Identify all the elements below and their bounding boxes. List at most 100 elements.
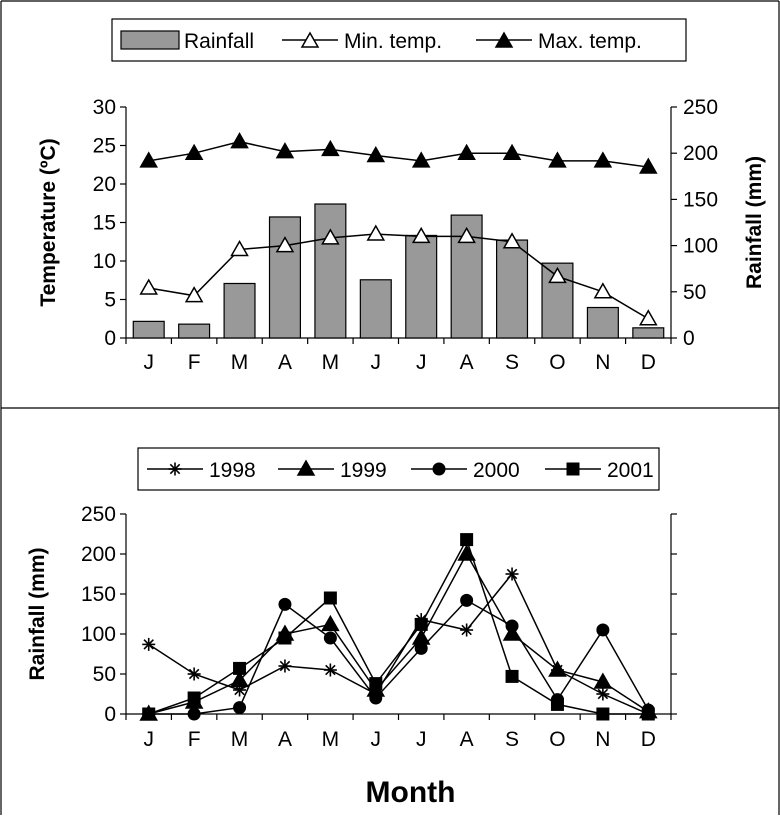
series-2001-point	[596, 707, 610, 721]
y-tick-label: 0	[104, 327, 116, 350]
y-tick-label: 20	[93, 173, 116, 196]
x-tick-label: A	[278, 351, 292, 374]
max-temp-line	[148, 140, 649, 168]
series-2001-point	[641, 707, 655, 721]
y-tick-label: 15	[93, 212, 116, 235]
legend-series-2000-label: 2000	[473, 459, 520, 482]
rainfall-bar	[496, 239, 529, 339]
legend-box	[137, 447, 660, 491]
x-tick-label: J	[416, 351, 427, 374]
x-tick-label: N	[595, 351, 610, 374]
legend-min-label: Min. temp.	[344, 30, 442, 53]
x-tick-label: J	[371, 728, 382, 751]
max-temp-point	[502, 143, 522, 160]
x-tick-label: A	[460, 351, 474, 374]
series-2001-point	[323, 591, 337, 605]
y-tick-label: 100	[81, 623, 116, 646]
legend-series-2001-marker	[566, 462, 580, 476]
series-1998-point	[142, 637, 156, 651]
max-temp-point	[638, 157, 658, 174]
rainfall-bar	[314, 203, 347, 339]
max-temp-point	[230, 132, 249, 149]
series-1998-point	[596, 687, 610, 701]
min-temp-point	[548, 266, 567, 284]
series-2000-point	[414, 641, 428, 655]
max-temp-point	[184, 143, 204, 160]
x-tick-label: M	[231, 351, 249, 374]
series-1998-point	[187, 667, 201, 681]
x-tick-label: M	[231, 728, 249, 751]
series-2001-point	[187, 691, 201, 705]
x-axis-title: Month	[366, 776, 456, 809]
y2-tick-label: 200	[683, 142, 718, 165]
y-tick-label: 0	[104, 703, 116, 726]
legend-series-1998-label: 1998	[209, 459, 256, 482]
min-temp-point	[593, 282, 613, 299]
min-temp-point	[184, 286, 204, 303]
series-2001-line	[148, 537, 649, 715]
y2-tick-label: 100	[683, 235, 718, 258]
legend-rainfall-swatch	[120, 30, 180, 50]
series-1999-line	[148, 552, 649, 715]
y2-tick-label: 50	[683, 281, 706, 304]
bottom-chart: 0 50 100 150 200 250 J F M A M J J A S O N D Rainfall (mm)…	[26, 447, 677, 809]
min-temp-line	[148, 233, 649, 320]
series-1999-point	[230, 670, 249, 688]
x-tick-label: J	[143, 351, 154, 374]
x-tick-label: O	[549, 351, 565, 374]
series-2000-point	[505, 619, 519, 633]
y2-tick-label: 150	[683, 188, 718, 211]
y-tick-label: 25	[93, 135, 116, 158]
x-tick-label: A	[278, 728, 292, 751]
legend-max-label: Max. temp.	[538, 30, 642, 53]
y-tick-label: 200	[81, 543, 116, 566]
y-tick-label: 250	[81, 503, 116, 526]
y-tick-label: 5	[104, 289, 116, 312]
max-temp-point	[275, 142, 295, 159]
legend-series-1998-marker	[168, 462, 182, 476]
series-1998-point	[460, 623, 474, 637]
y2-axis-title: Rainfall (mm)	[743, 156, 766, 289]
x-tick-label: N	[595, 728, 610, 751]
max-temp-point	[366, 145, 386, 163]
legend-series-1999-marker	[296, 459, 316, 476]
legend-box	[111, 18, 687, 62]
x-tick-label: D	[641, 728, 656, 751]
y-axis-title: Temperature (ºC)	[37, 138, 60, 306]
rainfall-bar	[178, 323, 211, 339]
series-2001-point	[233, 661, 247, 675]
series-2000-point	[278, 597, 292, 611]
min-temp-point	[638, 309, 658, 326]
rainfall-bar	[450, 214, 483, 339]
y2-tick-label: 250	[683, 96, 718, 119]
series-1999-point	[548, 660, 567, 677]
x-tick-label: F	[188, 351, 201, 374]
series-1998-point	[505, 567, 519, 581]
max-temp-point	[321, 139, 340, 157]
rainfall-bar	[132, 320, 165, 339]
min-temp-point	[457, 226, 476, 244]
series-2000-point	[460, 593, 474, 607]
max-temp-point	[139, 151, 159, 168]
min-temp-point	[139, 278, 159, 295]
max-temp-point	[411, 151, 431, 168]
series-2000-point	[323, 631, 337, 645]
series-2001-point	[142, 707, 156, 721]
y2-tick-label: 0	[683, 327, 695, 350]
x-tick-label: J	[143, 728, 154, 751]
legend-min-marker	[300, 31, 320, 48]
series-2000-point	[233, 701, 247, 715]
x-tick-label: S	[505, 351, 519, 374]
legend-series-1999-label: 1999	[340, 459, 387, 482]
series-2001-point	[369, 677, 383, 691]
series-2001-point	[460, 533, 474, 547]
rainfall-bar	[268, 216, 301, 339]
x-tick-label: S	[505, 728, 519, 751]
series-2001-point	[414, 617, 428, 631]
x-tick-label: D	[641, 351, 656, 374]
max-temp-point	[548, 151, 567, 168]
x-tick-label: J	[416, 728, 427, 751]
series-1999-point	[593, 672, 613, 689]
x-tick-label: M	[322, 351, 340, 374]
